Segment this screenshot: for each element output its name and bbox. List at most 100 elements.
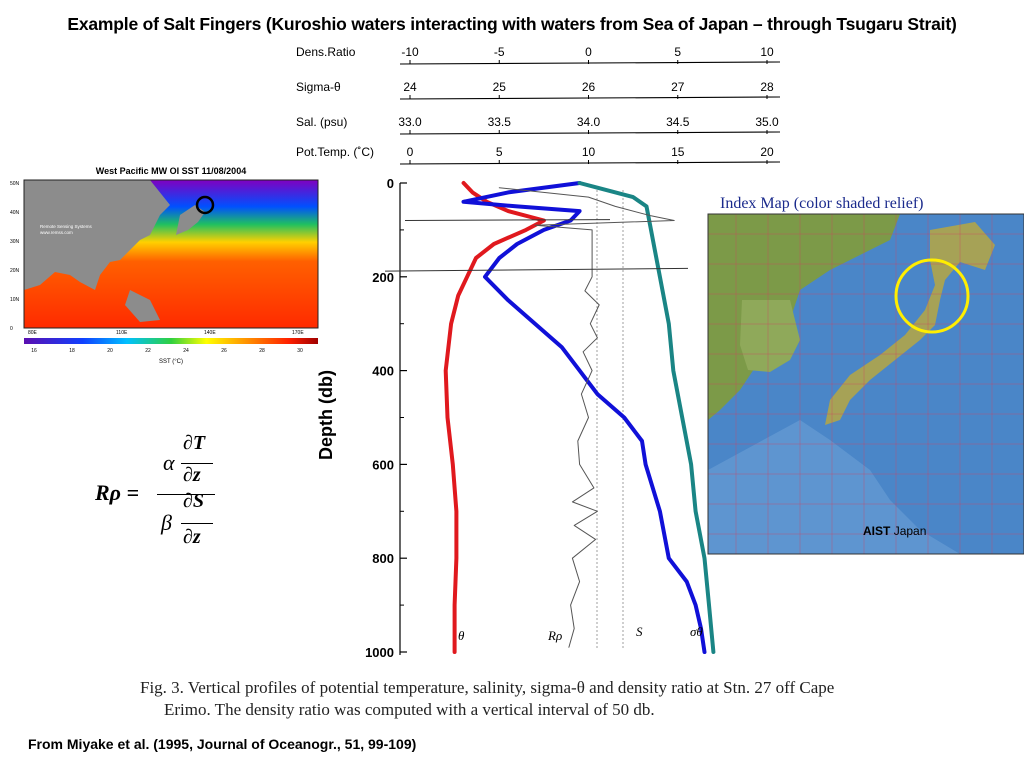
sst-lat-label: 50N [10,181,20,187]
top-axis-line [399,96,781,100]
depth-tick-label: 600 [372,457,394,472]
sst-colorbar-tick: 24 [183,348,189,354]
sst-map: 50N 40N 30N 20N 10N 0 80E 110E 140E 170E 16 18 20 2… [10,179,319,365]
series-line [443,181,546,654]
series-line [498,187,675,648]
top-axis-tick-label: 25 [493,80,507,94]
index-map-credit-main: AIST [863,524,891,538]
index-map-title: Index Map (color shaded relief) [720,195,924,212]
index-map [707,213,1024,555]
figure-caption: Fig. 3. Vertical profiles of potential t… [140,677,960,721]
top-axis-tick-label: 24 [403,80,417,94]
index-map-grid [708,214,1024,554]
rho-spike [384,267,689,272]
sst-credit-1: Remote Sensing Systems [40,224,93,229]
top-axis-tick-label: 34.0 [577,115,601,129]
depth-tick-label: 1000 [365,645,394,660]
sst-colorbar-label: SST (°C) [159,359,183,365]
top-axis-tick-label: 26 [582,80,596,94]
series-label: Rρ [547,628,562,643]
sst-lon-label: 170E [292,330,304,336]
top-axis-label: Pot.Temp. (˚C) [296,145,374,159]
series-label: θ [458,628,465,643]
top-axis-label: Sal. (psu) [296,115,347,129]
sst-colorbar-tick: 16 [31,348,37,354]
top-axis-line [399,61,781,65]
index-map-asia-land [708,214,900,420]
formula-dz-bottom: ∂z [183,526,201,548]
top-axis-line [399,131,781,135]
top-axis-tick-label: 35.0 [755,115,779,129]
top-axis-tick-label: 20 [760,145,774,159]
top-axis-tick-label: 34.5 [666,115,690,129]
series-label: σθ [690,624,703,639]
top-axis-tick-label: 5 [496,145,503,159]
slide-title: Example of Salt Fingers (Kuroshio waters… [67,14,957,34]
series-line [577,181,716,654]
sst-lat-label: 40N [10,210,20,216]
depth-tick-label: 800 [372,551,394,566]
sst-lon-label: 80E [28,330,38,336]
top-axis-line [399,161,781,165]
formula-bar-main [157,494,215,495]
sst-lon-labels: 80E 110E 140E 170E [28,330,304,336]
sst-colorbar-tick: 28 [259,348,265,354]
series-layer [384,181,716,654]
formula-bar-bottom [181,523,213,524]
formula-dS: ∂S [183,490,205,512]
sst-map-asia-land [24,180,170,290]
formula-beta: β [161,510,172,535]
depth-axis-ticks: 0 200 400 600 800 1000 [365,176,407,660]
sst-lat-label: 20N [10,268,20,274]
sst-colorbar-tick: 26 [221,348,227,354]
sst-colorbar-tick: 20 [107,348,113,354]
caption-line-2: Erimo. The density ratio was computed wi… [164,700,655,719]
top-axis-label: Sigma-θ [296,80,341,94]
top-axis-tick-label: 5 [674,45,681,59]
sst-colorbar-tick: 18 [69,348,75,354]
top-axis-tick-label: 10 [582,145,596,159]
top-axis-tick-label: 0 [407,145,414,159]
sst-map-title: West Pacific MW OI SST 11/08/2004 [95,166,247,176]
top-axis-tick-label: -10 [401,45,419,59]
profile-chart: Dens.Ratio -10 -5 0 5 10 Sigma-θ 24 25 26 27 28 Sal.… [296,45,781,660]
depth-tick-label: 400 [372,364,394,379]
sst-lon-label: 110E [116,330,128,336]
formula-alpha: α [163,450,175,475]
top-axis-tick-label: -5 [494,45,505,59]
series-label: S [636,624,643,639]
sst-map-highlight-circle [195,195,215,215]
sst-colorbar-tick: 30 [297,348,303,354]
sst-map-islands [125,290,160,322]
caption-line-1: Fig. 3. Vertical profiles of potential t… [140,678,835,697]
index-map-credit: AIST Japan [863,524,926,538]
formula-bar-top [181,463,213,464]
depth-tick-label: 0 [387,176,394,191]
top-axis-tick-label: 33.5 [488,115,512,129]
index-map-credit-sub: Japan [893,524,927,538]
sst-map-japan-land [176,205,205,235]
rho-spike [404,219,611,222]
depth-tick-label: 200 [372,270,394,285]
series-line [461,181,707,654]
top-axes: Dens.Ratio -10 -5 0 5 10 Sigma-θ 24 25 26 27 28 Sal.… [296,45,781,165]
top-axis-label: Dens.Ratio [296,45,356,59]
top-axis-tick-label: 28 [760,80,774,94]
formula-dz-top: ∂z [183,464,201,486]
depth-axis-label: Depth (db) [316,370,336,460]
sst-credit-2: www.remss.com [40,230,73,235]
sst-lat-label: 0 [10,326,13,332]
top-axis-tick-label: 27 [671,80,685,94]
top-axis-tick-label: 33.0 [398,115,422,129]
formula-dT: ∂T [183,432,206,454]
index-map-highlight-circle [894,258,970,334]
index-map-japan-land [825,222,995,425]
sst-lat-label: 30N [10,239,20,245]
sst-lon-label: 140E [204,330,216,336]
top-axis-tick-label: 15 [671,145,685,159]
top-axis-tick-label: 0 [585,45,592,59]
formula-lhs: Rρ = [95,480,140,505]
citation: From Miyake et al. (1995, Journal of Oce… [28,736,417,752]
